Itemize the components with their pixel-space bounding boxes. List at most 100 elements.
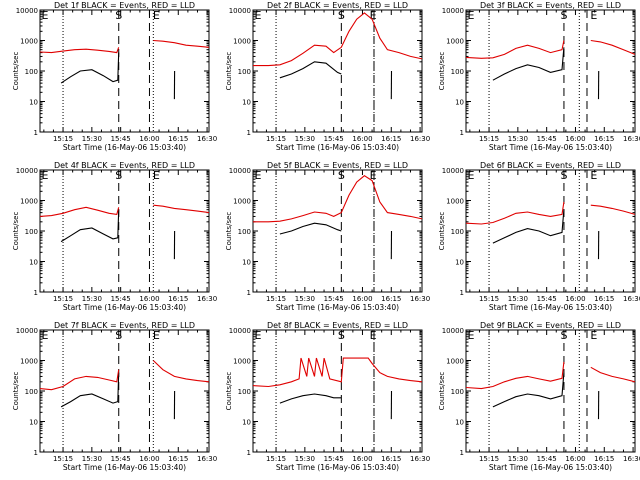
x-tick-label: 15:15	[53, 295, 73, 303]
lld-series-line	[153, 204, 210, 214]
y-tick-label: 10000	[16, 327, 38, 335]
y-tick-label: 1	[34, 449, 38, 457]
y-tick-label: 10000	[16, 7, 38, 15]
lld-series-line	[590, 39, 636, 55]
x-tick-label: 15:45	[324, 135, 344, 143]
lld-series-line	[465, 201, 565, 225]
lld-series-line	[152, 360, 210, 383]
x-axis-title: Start Time (16-May-06 15:03:40)	[276, 143, 399, 152]
plot-frame	[252, 9, 423, 133]
x-tick-label: 16:30	[410, 455, 430, 463]
lld-series-line	[39, 369, 120, 391]
y-tick-label: 100	[238, 388, 251, 396]
end-marker-label: E	[153, 329, 160, 342]
end-marker-label: E	[254, 9, 261, 22]
x-tick-label: 16:15	[168, 455, 188, 463]
x-tick-label: 15:30	[82, 295, 102, 303]
plot-frame	[465, 169, 636, 293]
y-tick-label: 10000	[16, 167, 38, 175]
x-tick-label: 15:15	[479, 135, 499, 143]
y-tick-label: 10	[455, 419, 464, 427]
x-tick-label: 15:45	[324, 295, 344, 303]
y-tick-label: 1000	[446, 38, 464, 46]
lld-series-line	[153, 39, 210, 48]
x-tick-label: 15:30	[508, 135, 528, 143]
start-marker-label: S	[115, 329, 122, 342]
y-tick-label: 10000	[229, 327, 251, 335]
y-tick-label: 100	[451, 68, 464, 76]
panel-det-2f: Det 2f BLACK = Events, RED = LLD 1 10 100 10…	[225, 1, 430, 152]
x-tick-label: 16:00	[565, 135, 585, 143]
lld-series-line	[39, 47, 120, 54]
x-axis-title: Start Time (16-May-06 15:03:40)	[276, 303, 399, 312]
panel-title: Det 4f BLACK = Events, RED = LLD	[54, 161, 195, 170]
events-series-line	[492, 372, 565, 408]
x-axis-title: Start Time (16-May-06 15:03:40)	[276, 463, 399, 472]
start-marker-label: S	[338, 9, 345, 22]
y-tick-label: 1	[34, 289, 38, 297]
x-tick-label: 15:45	[111, 135, 131, 143]
panel-title: Det 1f BLACK = Events, RED = LLD	[54, 1, 195, 10]
x-tick-label: 16:00	[352, 455, 372, 463]
x-tick-label: 16:00	[565, 455, 585, 463]
x-tick-label: 16:15	[168, 295, 188, 303]
events-series-line	[60, 209, 120, 243]
y-axis-title: Counts/sec	[12, 212, 20, 251]
end-marker-label: E	[41, 329, 48, 342]
y-tick-label: 10	[29, 419, 38, 427]
y-axis-title: Counts/sec	[438, 52, 446, 91]
panel-det-7f: Det 7f BLACK = Events, RED = LLD 1 10 100 10…	[12, 321, 217, 472]
events-series-line	[279, 61, 342, 79]
x-axis-title: Start Time (16-May-06 15:03:40)	[489, 143, 612, 152]
end-marker-label: E	[254, 169, 261, 182]
start-marker-label: S	[338, 329, 345, 342]
x-axis-title: Start Time (16-May-06 15:03:40)	[63, 143, 186, 152]
start-marker-label: S	[560, 9, 567, 22]
plot-frame	[465, 329, 636, 453]
lld-series-line	[590, 204, 636, 215]
y-axis-title: Counts/sec	[225, 52, 233, 91]
y-tick-label: 100	[25, 228, 38, 236]
panel-title: Det 7f BLACK = Events, RED = LLD	[54, 321, 195, 330]
y-tick-label: 1000	[233, 358, 251, 366]
y-tick-label: 10000	[229, 167, 251, 175]
y-tick-label: 10000	[442, 7, 464, 15]
start-marker-label: S	[560, 169, 567, 182]
y-axis-title: Counts/sec	[438, 372, 446, 411]
x-tick-label: 16:30	[197, 295, 217, 303]
x-tick-label: 15:15	[266, 455, 286, 463]
x-axis-title: Start Time (16-May-06 15:03:40)	[489, 303, 612, 312]
end-marker-label: E	[590, 169, 597, 182]
end-marker-label: E	[254, 329, 261, 342]
events-series-line	[60, 52, 120, 84]
x-tick-label: 16:30	[623, 295, 640, 303]
x-tick-label: 16:15	[168, 135, 188, 143]
x-tick-label: 16:15	[381, 455, 401, 463]
events-series-line	[279, 393, 342, 404]
end-marker-label: E	[590, 329, 597, 342]
lld-series-line	[253, 175, 423, 223]
lld-series-line	[465, 40, 565, 59]
y-tick-label: 100	[451, 388, 464, 396]
x-tick-label: 15:15	[266, 135, 286, 143]
x-tick-label: 16:30	[623, 135, 640, 143]
events-series-line	[60, 372, 120, 408]
x-tick-label: 16:00	[352, 135, 372, 143]
y-tick-label: 10	[455, 99, 464, 107]
y-tick-label: 10	[29, 259, 38, 267]
y-tick-label: 10000	[442, 327, 464, 335]
x-tick-label: 15:30	[508, 455, 528, 463]
y-tick-label: 1	[247, 289, 251, 297]
y-tick-label: 10	[242, 99, 251, 107]
y-tick-label: 10000	[229, 7, 251, 15]
y-tick-label: 1000	[446, 198, 464, 206]
x-tick-label: 16:15	[594, 135, 614, 143]
x-tick-label: 16:30	[410, 295, 430, 303]
end-marker-label: E	[153, 169, 160, 182]
start-marker-label: S	[338, 169, 345, 182]
y-tick-label: 1000	[233, 198, 251, 206]
y-tick-label: 1000	[233, 38, 251, 46]
lld-series-line	[39, 206, 120, 217]
panel-det-6f: Det 6f BLACK = Events, RED = LLD 1 10 100 10…	[438, 161, 640, 312]
